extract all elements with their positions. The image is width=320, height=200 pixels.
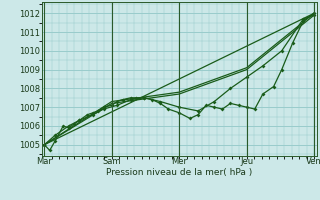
X-axis label: Pression niveau de la mer( hPa ): Pression niveau de la mer( hPa ) (106, 168, 252, 177)
